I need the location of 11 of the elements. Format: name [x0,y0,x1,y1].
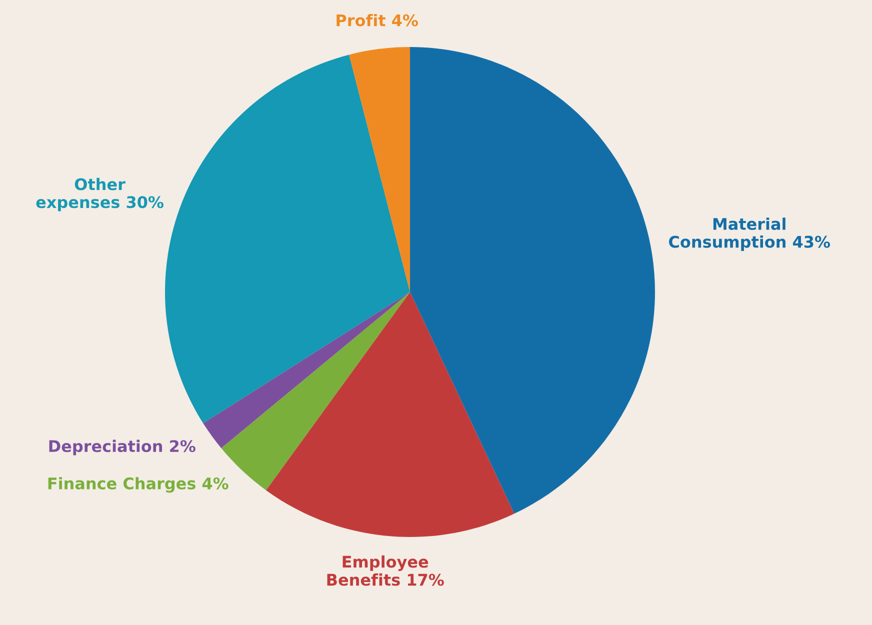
pie-slice [203,292,410,448]
pie-slice [165,54,410,424]
pie-slice [266,292,514,537]
slice-label: Other expenses 30% [36,178,164,212]
slice-label: Employee Benefits 17% [327,555,444,586]
slice-label: Depreciation 2% [49,440,196,456]
slice-label: Finance Charges 4% [48,477,228,493]
slice-label: Profit 4% [336,14,418,26]
pie-slice [410,47,655,514]
slice-label: Material Consumption 43% [669,218,830,251]
pie-slice [349,47,410,292]
